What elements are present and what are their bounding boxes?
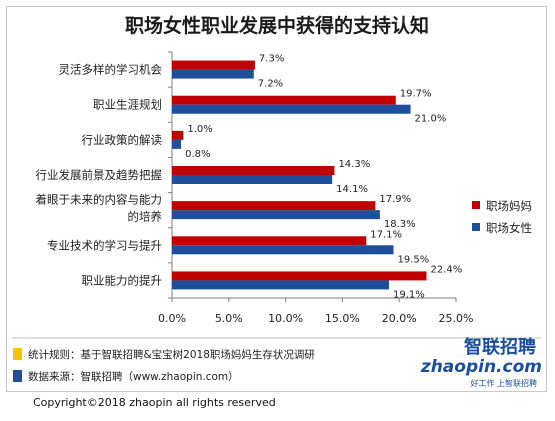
legend-label: 职场女性	[486, 221, 532, 235]
category-label: 灵活多样的学习机会	[59, 63, 163, 77]
data-label: 0.8%	[185, 149, 210, 160]
bar-mothers	[172, 271, 427, 281]
logo-slogan-bg	[450, 376, 540, 388]
bar-mothers	[172, 95, 396, 105]
rule-marker	[13, 348, 22, 360]
x-tick-label: 20.0%	[382, 312, 417, 325]
bar-mothers	[172, 201, 376, 211]
category-label: 行业政策的解读	[82, 133, 163, 147]
bar-women	[172, 69, 254, 79]
category-label: 职业能力的提升	[82, 273, 163, 287]
data-label: 14.1%	[336, 184, 368, 195]
x-tick-label: 5.0%	[215, 312, 243, 325]
category-label: 行业发展前景及趋势把握	[36, 168, 163, 182]
x-tick-label: 25.0%	[439, 312, 474, 325]
data-label: 19.7%	[400, 89, 432, 100]
footer: 统计规则：基于智联招聘&宝宝树2018职场妈妈生存状况调研 数据来源：智联招聘（…	[13, 348, 315, 383]
chart-title: 职场女性职业发展中获得的支持认知	[125, 14, 429, 37]
data-label: 18.3%	[384, 219, 416, 230]
bar-women	[172, 139, 182, 149]
source-text: 数据来源：智联招聘（www.zhaopin.com）	[28, 370, 239, 383]
category-label: 着眼于未来的内容与能力的培养	[36, 193, 163, 224]
data-label: 19.1%	[393, 289, 425, 300]
legend-swatch	[472, 201, 480, 209]
bar-mothers	[172, 130, 184, 140]
x-tick-label: 0.0%	[158, 312, 186, 325]
data-label: 14.3%	[338, 159, 370, 170]
logo-en: zhaopin.com	[420, 357, 542, 377]
data-label: 17.1%	[370, 229, 402, 240]
bar-women	[172, 104, 411, 114]
legend-swatch	[472, 223, 480, 231]
logo-slogan: 好工作 上智联招聘	[470, 378, 537, 388]
bar-mothers	[172, 166, 335, 175]
rule-text: 统计规则：基于智联招聘&宝宝树2018职场妈妈生存状况调研	[28, 348, 315, 361]
legend-label: 职场妈妈	[486, 199, 532, 213]
category-label: 专业技术的学习与提升	[47, 238, 162, 252]
logo-cn: 智联招聘	[464, 336, 536, 358]
data-label: 17.9%	[379, 194, 411, 205]
copyright: Copyright©2018 zhaopin all rights reserv…	[33, 396, 276, 409]
x-tick-label: 15.0%	[325, 312, 360, 325]
bar-women	[172, 210, 380, 220]
zhaopin-logo: 智联招聘 zhaopin.com 好工作 上智联招聘	[420, 336, 542, 388]
bar-women	[172, 245, 394, 255]
category-label: 职业生涯规划	[93, 98, 162, 112]
bar-mothers	[172, 60, 255, 70]
bar-women	[172, 175, 333, 184]
data-label: 19.5%	[398, 254, 430, 265]
plot-area: 0.0% 5.0% 10.0% 15.0% 20.0% 25.0% 灵活多样的学习机会 7.3…	[36, 51, 474, 325]
chart-frame	[6, 6, 547, 392]
data-label: 1.0%	[187, 124, 212, 135]
bar-women	[172, 280, 389, 290]
x-tick-label: 10.0%	[268, 312, 303, 325]
data-label: 7.2%	[258, 79, 283, 90]
data-label: 21.0%	[415, 114, 447, 125]
data-label: 22.4%	[430, 264, 462, 275]
bar-mothers	[172, 236, 367, 246]
data-label: 7.3%	[259, 54, 284, 65]
source-marker	[13, 370, 22, 382]
